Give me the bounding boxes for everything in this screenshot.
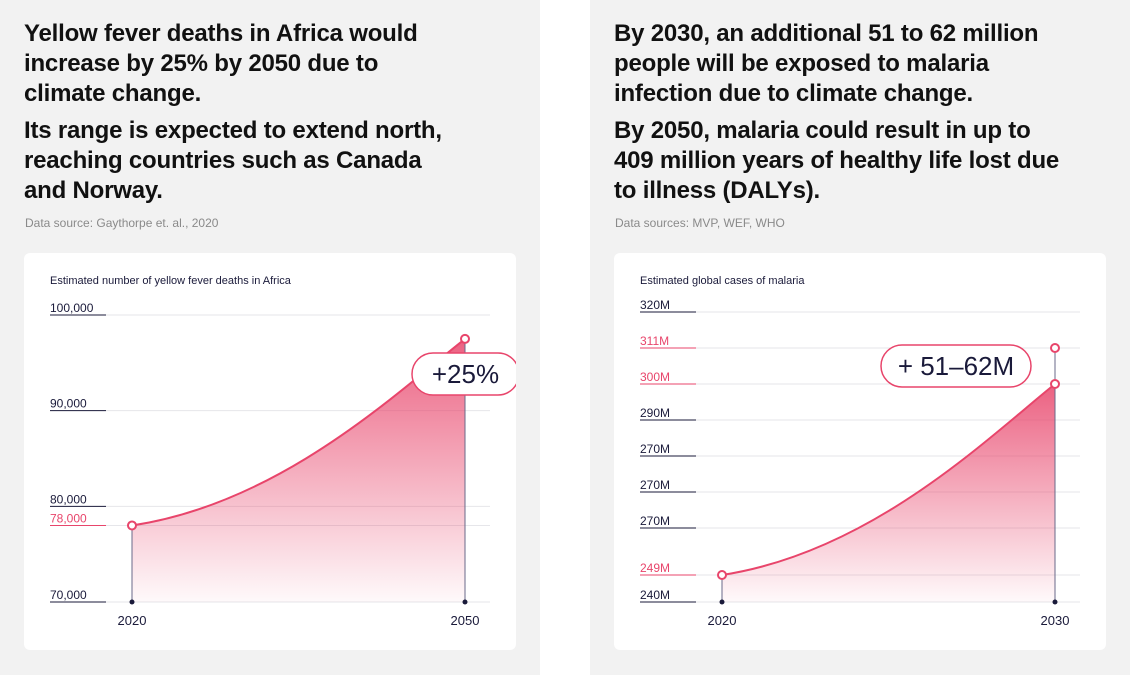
x-axis-dot	[1052, 599, 1058, 605]
right-headline-1: By 2030, an additional 51 to 62 million …	[614, 19, 1114, 109]
callout-badge	[411, 352, 516, 396]
trend-line	[721, 383, 1056, 576]
x-tick-label: 2020	[708, 613, 737, 628]
callout-label: + 51–62M	[898, 351, 1014, 381]
x-axis-dot	[719, 599, 725, 605]
y-tick-label: 270M	[640, 514, 670, 528]
y-tick-label: 78,000	[50, 511, 87, 525]
y-tick-label: 270M	[640, 442, 670, 456]
data-point-upper	[1050, 343, 1060, 353]
y-tick-label: 80,000	[50, 492, 87, 506]
yellow-fever-chart: Estimated number of yellow fever deaths …	[50, 275, 516, 628]
left-chart-card: Estimated number of yellow fever deaths …	[24, 253, 516, 650]
y-tick-label: 311M	[640, 334, 669, 348]
headline-line: By 2050, malaria could result in up to	[614, 117, 1031, 144]
callout-badge	[880, 344, 1032, 388]
y-tick-label: 100,000	[50, 301, 94, 315]
left-headline-1: Yellow fever deaths in Africa would incr…	[24, 19, 524, 109]
right-data-source: Data sources: MVP, WEF, WHO	[615, 216, 785, 230]
y-tick-label: 270M	[640, 478, 670, 492]
headline-line: increase by 25% by 2050 due to	[24, 50, 379, 77]
left-data-source: Data source: Gaythorpe et. al., 2020	[25, 216, 219, 230]
y-tick-label: 240M	[640, 588, 670, 602]
y-tick-label: 70,000	[50, 588, 87, 602]
area-fill	[722, 384, 1055, 602]
chart-title: Estimated global cases of malaria	[640, 275, 805, 287]
x-tick-label: 2030	[1041, 613, 1070, 628]
headline-line: By 2030, an additional 51 to 62 million	[614, 20, 1039, 47]
y-tick-label: 249M	[640, 561, 670, 575]
chart-title: Estimated number of yellow fever deaths …	[50, 275, 292, 287]
data-point-start	[127, 520, 137, 531]
callout-label: +25%	[432, 359, 499, 389]
y-tick-label: 90,000	[50, 397, 87, 411]
left-panel: Yellow fever deaths in Africa would incr…	[0, 0, 540, 675]
area-fill	[132, 338, 465, 602]
headline-line: 409 million years of healthy life lost d…	[614, 147, 1060, 174]
headline-line: and Norway.	[24, 177, 163, 204]
malaria-chart: Estimated global cases of malaria 320M 311…	[640, 275, 1080, 628]
headline-line: reaching countries such as Canada	[24, 147, 422, 174]
headline-line: people will be exposed to malaria	[614, 50, 989, 77]
headline-line: infection due to climate change.	[614, 80, 973, 107]
headline-line: Its range is expected to extend north,	[24, 117, 442, 144]
y-tick-label: 290M	[640, 406, 670, 420]
x-axis-dot	[129, 599, 135, 605]
data-point-end	[1050, 379, 1060, 389]
right-headline-2: By 2050, malaria could result in up to 4…	[614, 116, 1114, 206]
y-tick-label: 320M	[640, 298, 670, 312]
right-chart-card: Estimated global cases of malaria 320M 311…	[614, 253, 1106, 650]
x-tick-label: 2050	[451, 613, 480, 628]
right-panel: By 2030, an additional 51 to 62 million …	[590, 0, 1130, 675]
y-tick-label: 300M	[640, 370, 670, 384]
x-axis-dot	[462, 599, 468, 605]
data-point-start	[717, 570, 727, 580]
headline-line: Yellow fever deaths in Africa would	[24, 20, 418, 47]
data-point-end	[460, 333, 470, 344]
x-tick-label: 2020	[118, 613, 147, 628]
left-headline-2: Its range is expected to extend north, r…	[24, 116, 524, 206]
headline-line: to illness (DALYs).	[614, 177, 821, 204]
headline-line: climate change.	[24, 80, 202, 107]
